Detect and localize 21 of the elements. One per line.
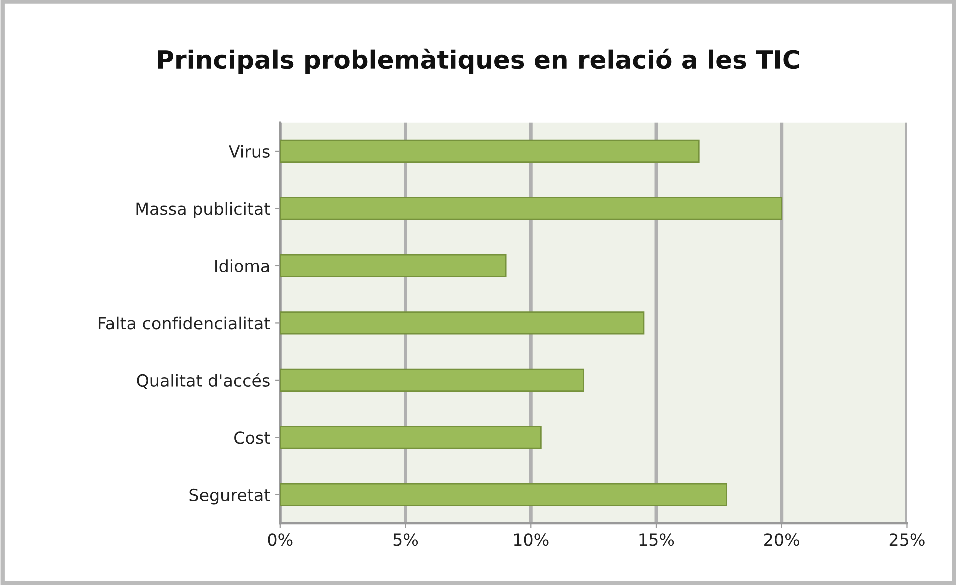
bar	[280, 254, 507, 278]
bar	[280, 197, 783, 220]
bar	[280, 368, 584, 392]
y-tick-label: Idioma	[216, 260, 270, 273]
bar	[280, 312, 645, 335]
x-tick-label: 0%	[268, 534, 293, 546]
y-tick-label: Virus	[229, 145, 270, 158]
y-tick-label: Massa publicitat	[136, 202, 270, 219]
bar	[280, 426, 542, 450]
x-tick-label: 25%	[890, 534, 925, 546]
x-tick-label: 20%	[764, 534, 800, 546]
y-tick-label: Qualitat d'accés	[137, 373, 270, 389]
x-tick-label: 5%	[394, 534, 418, 546]
y-tick-label: Seguretat	[190, 488, 270, 505]
x-tick-label: 15%	[640, 534, 674, 546]
bar	[280, 140, 700, 164]
chart-title: Principals problemàtiques en relació a les TIC	[158, 48, 800, 74]
x-tick-label: 10%	[514, 534, 549, 546]
y-tick-label: Falta confidencialitat	[98, 316, 270, 330]
y-tick-label: Cost	[234, 432, 270, 444]
bar	[280, 483, 728, 507]
